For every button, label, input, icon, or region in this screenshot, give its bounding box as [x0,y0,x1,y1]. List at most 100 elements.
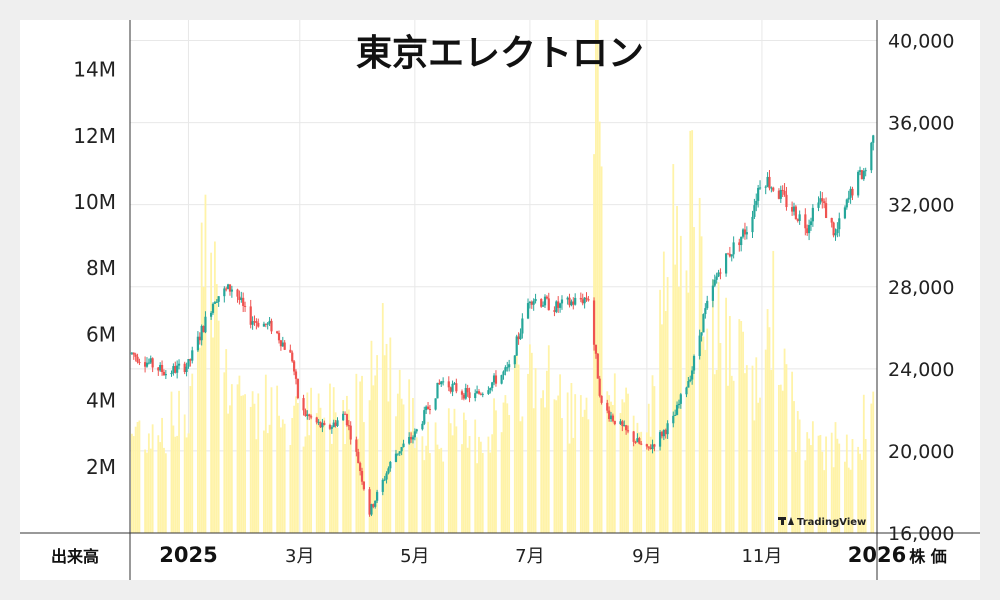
volume-bar [185,437,188,533]
volume-bar [778,384,780,533]
candle-body [187,359,190,367]
candle-body [451,383,454,392]
candle-body [357,451,360,464]
volume-bar [276,385,279,533]
volume-bar [566,392,569,533]
volume-bar [289,444,292,533]
candle-body [679,394,682,404]
volume-bar [745,365,748,533]
candle-body [330,427,333,429]
right-tick-label: 32,000 [888,195,954,217]
candle-body [277,333,281,341]
volume-bar [587,419,590,533]
candle-body [809,221,813,226]
candle-body [636,438,639,443]
volume-bars [130,20,875,534]
candle-body [130,352,133,354]
x-tick-label: 2025 [159,543,217,567]
candle-body [806,228,809,234]
candle-body [772,187,775,191]
volume-bar [349,429,352,533]
candle-body [560,299,564,304]
candle-body [583,297,586,304]
volume-bar [400,398,403,533]
volume-bar [176,435,179,533]
volume-bar [506,403,509,533]
candle-body [176,365,179,373]
volume-bar [659,289,661,533]
candle-body [621,421,624,426]
volume-bar [651,375,654,533]
volume-bar [783,348,786,533]
candle-body [500,375,503,384]
volume-bar [217,320,220,533]
candle-body [191,350,194,361]
right-tick-label: 40,000 [888,31,954,53]
candle-body [172,366,175,374]
candle-body [440,381,443,385]
candle-body [266,323,269,325]
candle-body [408,436,411,444]
candle-body [460,391,464,395]
volume-bar [146,452,148,533]
volume-bar [493,398,495,533]
candle-body [242,297,245,306]
candle-body [811,207,814,222]
volume-bar [464,420,467,533]
candle-body [160,364,164,372]
volume-bar [395,416,397,533]
candle-body [321,422,324,428]
volume-bar [163,447,165,533]
volume-bar [612,404,614,533]
volume-bar [647,403,650,533]
candle-body [253,321,256,323]
candle-body [623,425,626,427]
volume-bar [698,197,701,533]
volume-bar [534,368,537,533]
volume-bar [796,411,799,533]
candle-body [706,300,709,309]
volume-bar [779,384,782,533]
candle-body [189,359,192,361]
candle-body [359,463,362,471]
volume-bar [319,407,322,533]
candle-body [506,367,509,369]
volume-bar [413,448,416,533]
candle-body [566,297,569,300]
volume-bar [861,459,863,533]
candle-body [619,421,622,425]
volume-bar [725,297,727,533]
candle-body [579,297,582,300]
candle-body [249,306,252,325]
candle-body [334,422,337,426]
candle-body [819,198,822,203]
candle-body [402,443,405,448]
candle-body [770,187,773,189]
candle-body [764,186,767,188]
volume-bar [700,236,703,533]
candle-body [685,387,688,395]
candle-body [713,279,716,286]
volume-bar [242,395,245,533]
volume-bar [711,279,714,533]
candle-body [798,214,801,221]
candle-body [540,299,543,307]
candle-body [394,453,398,462]
candle-body [147,362,150,364]
volume-bar [581,416,584,533]
candle-body [542,305,545,307]
volume-bar [474,419,477,533]
volume-bar [583,409,586,533]
volume-bar [257,393,260,533]
volume-bar [572,437,575,533]
volume-bar [662,251,665,533]
volume-bar [329,383,331,533]
volume-bar [529,344,531,533]
candle-body [389,461,392,469]
left-tick-label: 4M [86,389,116,413]
candle-body [317,421,320,423]
volume-bar [521,416,524,533]
volume-bar [410,431,412,533]
candle-body [345,414,349,426]
x-tick-label: 9月 [632,546,661,567]
